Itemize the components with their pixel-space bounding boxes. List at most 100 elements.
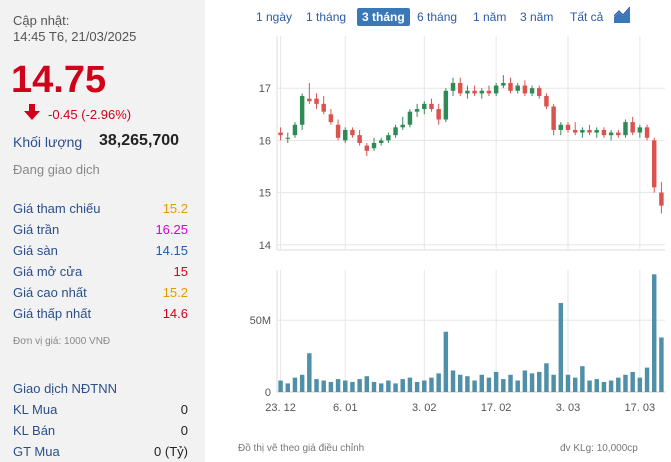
volume-bar [429, 377, 434, 392]
candle-body [608, 132, 614, 136]
candle-body [522, 85, 528, 94]
foreign-value: 0 [180, 402, 188, 417]
x-tick-label: 17. 03 [625, 402, 656, 414]
candle-body [292, 124, 298, 136]
volume-bar [307, 353, 312, 392]
volume-bar [479, 374, 485, 392]
period-tab[interactable]: 6 tháng [417, 10, 458, 24]
volume-bar [529, 373, 535, 392]
candle-body [450, 82, 456, 91]
volume-bar [522, 370, 528, 392]
stat-value: 14.6 [162, 306, 188, 321]
candle-body [630, 122, 635, 133]
stat-label: Giá tham chiếu [13, 201, 101, 216]
stat-value: 15.2 [162, 285, 188, 300]
stat-label: Giá mở cửa [13, 264, 83, 279]
price-tick-label: 15 [259, 188, 271, 200]
volume-bar [292, 377, 298, 392]
candle-body [580, 129, 585, 133]
volume-bar [364, 376, 370, 392]
candle-body [429, 103, 434, 110]
price-change: -0.45 (-2.96%) [48, 107, 132, 122]
volume-bar [651, 274, 657, 392]
candle-body [651, 140, 657, 188]
x-tick-label: 6. 01 [333, 402, 357, 414]
price-tick-label: 17 [259, 83, 271, 95]
candle-body [565, 124, 571, 130]
x-tick-label: 3. 03 [556, 402, 580, 414]
volume-axis-labels: 0 50M [250, 315, 271, 399]
volume-bar [457, 374, 463, 392]
stat-value: 15.2 [162, 201, 188, 216]
volume-series [278, 274, 664, 392]
volume-bar [386, 380, 391, 392]
candle-body [529, 88, 535, 94]
volume-bar [623, 374, 628, 392]
candle-series [278, 75, 664, 214]
volume-bar [393, 383, 398, 392]
volume-bar [637, 377, 643, 392]
foreign-trade-title: Giao dịch NĐTNN [13, 381, 118, 396]
volume-bar [580, 366, 585, 392]
candle-body [321, 103, 326, 112]
volume-bar [400, 379, 405, 392]
stat-value: 16.25 [155, 222, 188, 237]
volume-bar [350, 381, 355, 392]
volume-bar [321, 380, 326, 392]
volume-bar [285, 383, 291, 392]
stat-label: Giá cao nhất [13, 285, 87, 300]
candle-body [343, 129, 348, 141]
volume-unit-note: đv KLg: 10,000cp [560, 443, 638, 454]
chart-note: Đồ thị vẽ theo giá điều chỉnh [238, 443, 365, 454]
volume-bar [299, 374, 305, 392]
volume-bar [630, 371, 635, 392]
volume-bar [515, 380, 520, 392]
volume-bar [472, 380, 477, 392]
updated-label: Cập nhật: [13, 13, 70, 28]
updated-datetime: 14:45 T6, 21/03/2025 [13, 29, 137, 44]
volume-bar [565, 374, 571, 392]
volume-bar [443, 331, 449, 392]
volume-bar [486, 377, 492, 392]
volume-bar [537, 371, 542, 392]
x-tick-label: 3. 02 [412, 402, 436, 414]
period-tab[interactable]: Tất cả [570, 10, 604, 24]
volume-bar [493, 371, 499, 392]
volume-bar [608, 380, 614, 392]
foreign-value: 0 [180, 423, 188, 438]
candle-body [407, 111, 413, 125]
candle-body [472, 90, 477, 94]
candle-body [364, 145, 370, 151]
unit-note: Đơn vị giá: 1000 VNĐ [13, 336, 111, 347]
x-tick-label: 23. 12 [265, 402, 296, 414]
volume-bar [508, 374, 513, 392]
period-tab[interactable]: 1 tháng [306, 10, 347, 24]
volume-bar [422, 380, 427, 392]
candle-body [393, 127, 398, 136]
candle-body [350, 129, 355, 136]
candle-body [328, 114, 334, 123]
candle-body [537, 88, 542, 97]
volume-tick-label: 0 [265, 387, 271, 399]
volume-bar [601, 381, 607, 392]
foreign-label: KL Mua [13, 402, 58, 417]
volume-bar [357, 379, 362, 392]
period-tab[interactable]: 1 ngày [256, 10, 293, 24]
candle-body [285, 137, 291, 139]
candle-body [587, 129, 592, 133]
candle-body [378, 140, 384, 143]
volume-value: 38,265,700 [99, 132, 180, 149]
candle-body [422, 103, 427, 110]
volume-bar [551, 374, 556, 392]
period-tab[interactable]: 3 tháng [357, 8, 410, 26]
candle-body [443, 90, 449, 120]
stat-value: 14.15 [155, 243, 188, 258]
quote-panel: Cập nhật: 14:45 T6, 21/03/2025 14.75 -0.… [0, 0, 205, 462]
candle-body [486, 90, 492, 94]
period-tab[interactable]: 3 năm [520, 10, 554, 24]
period-tab[interactable]: 1 năm [473, 10, 507, 24]
chart-type-icon[interactable] [613, 6, 631, 28]
candle-body [544, 96, 549, 107]
volume-bar [414, 381, 420, 392]
candle-body [371, 143, 377, 149]
